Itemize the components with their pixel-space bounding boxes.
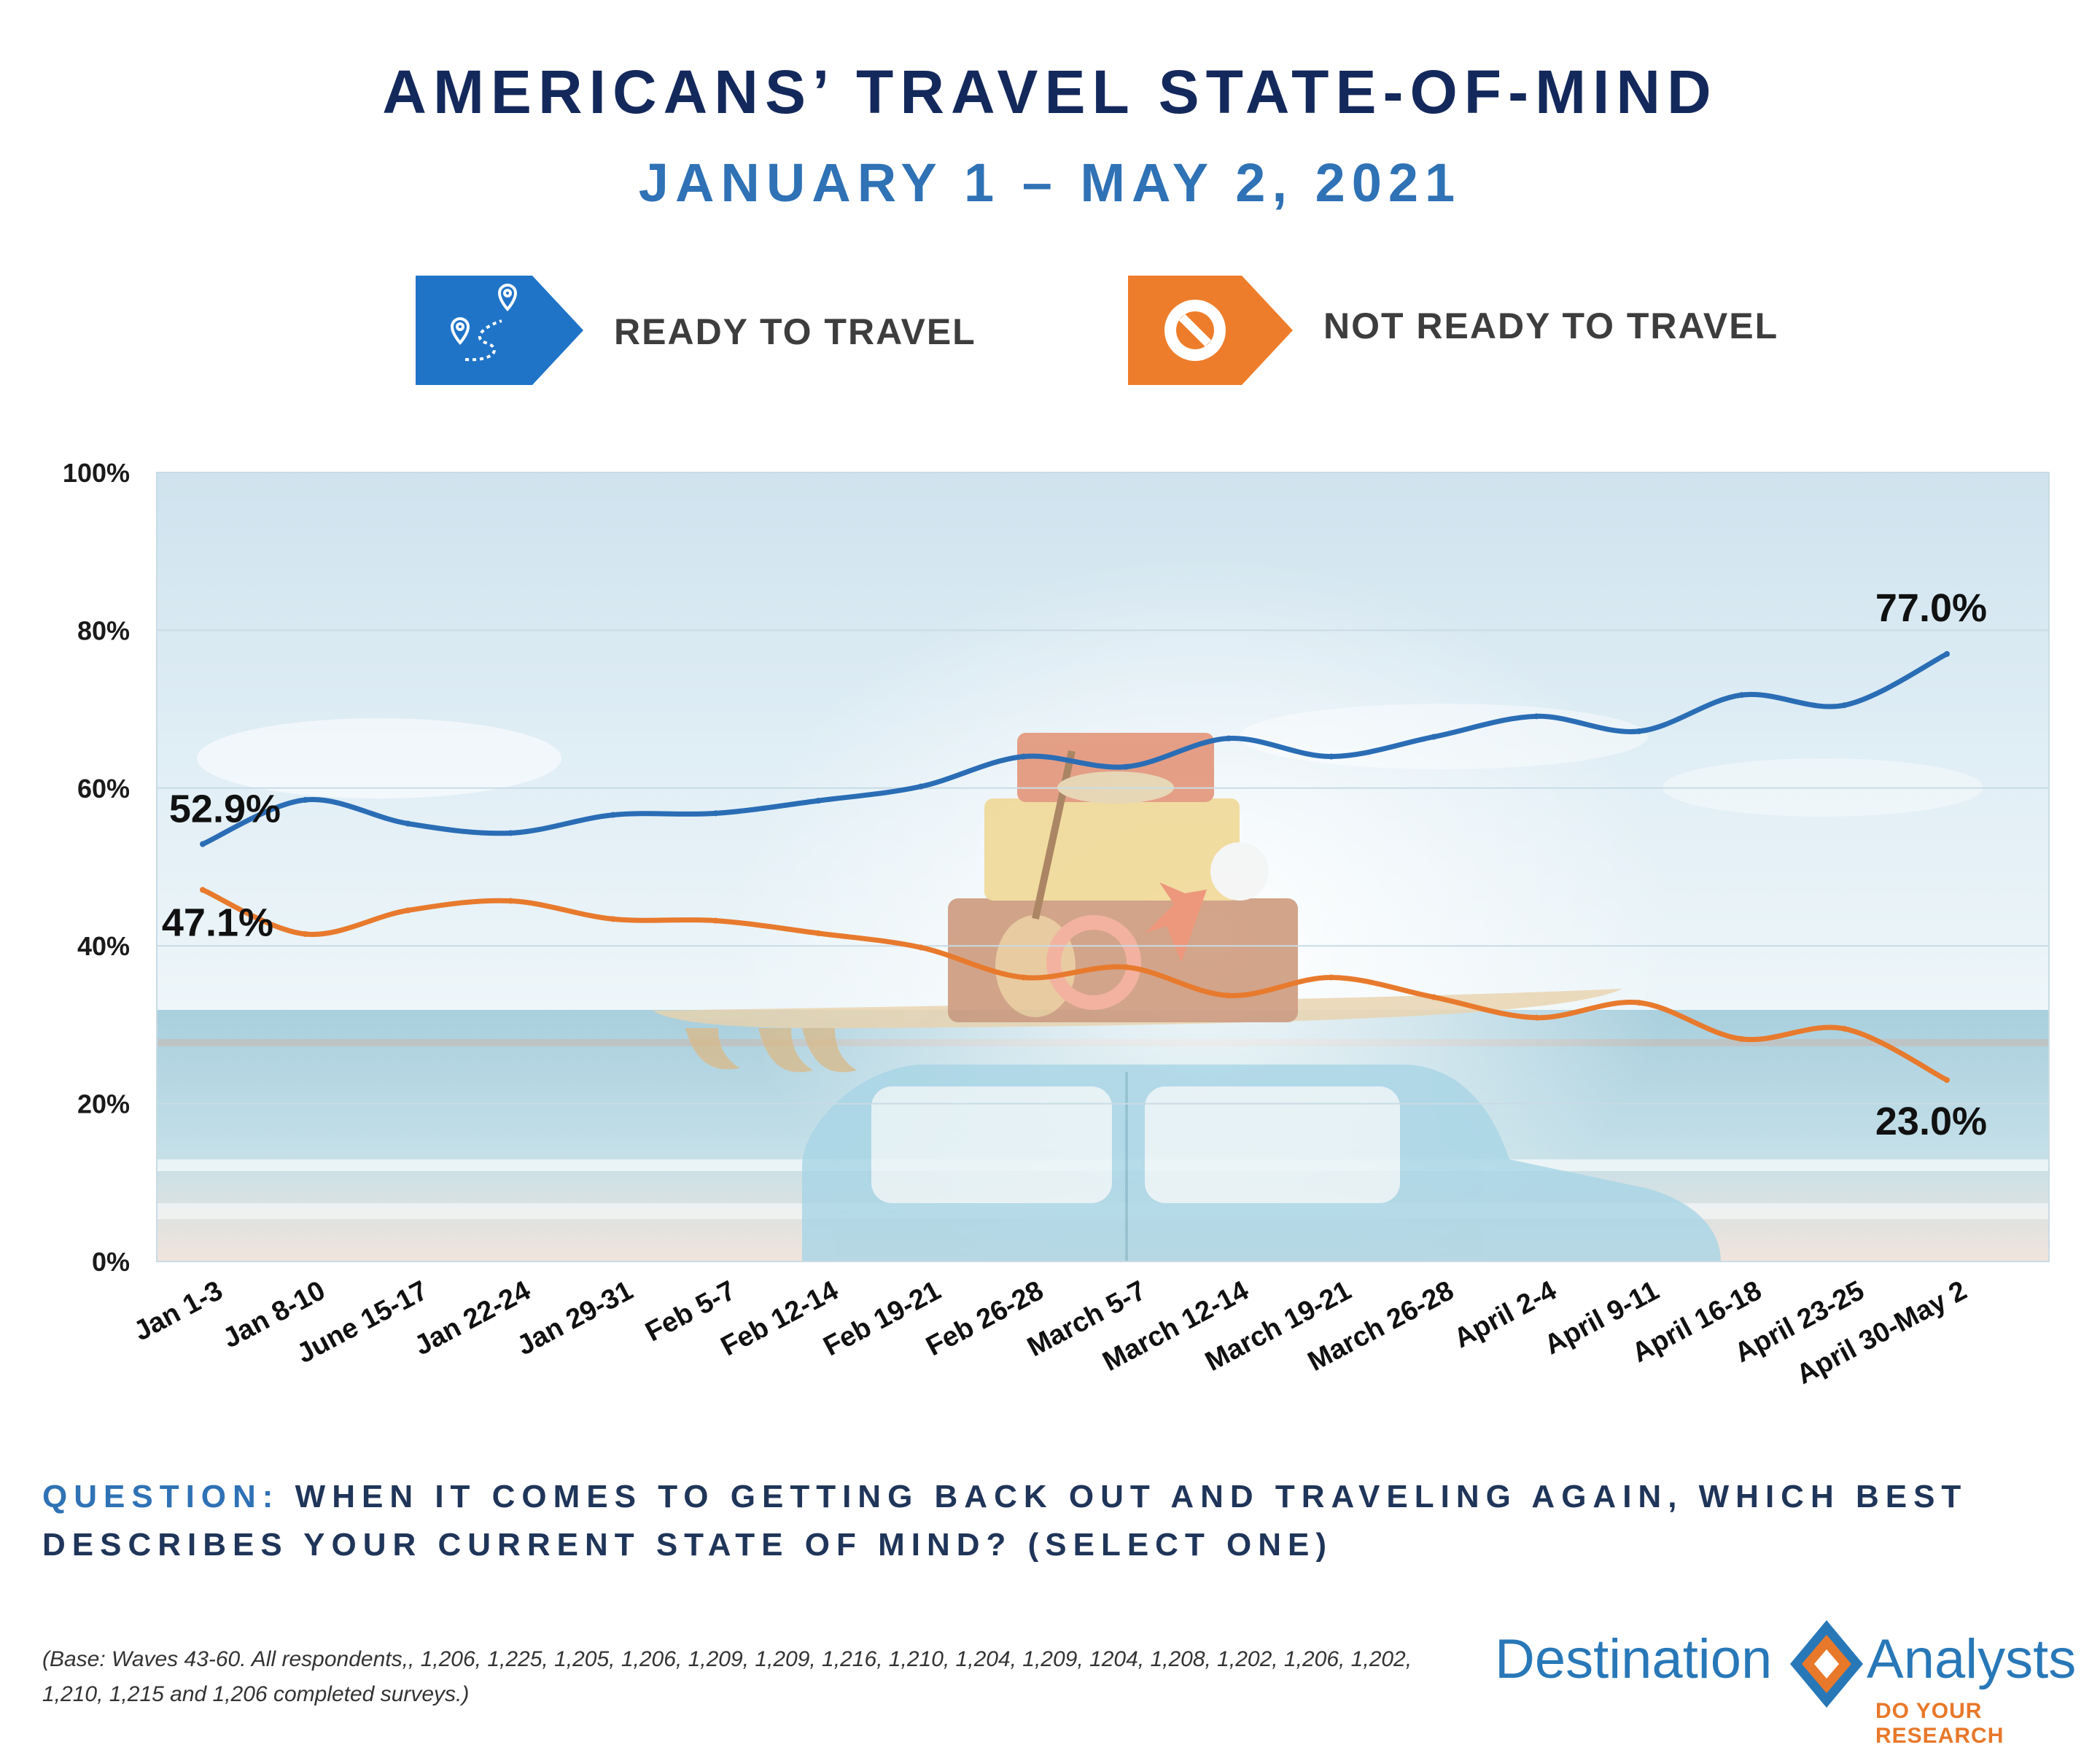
not-ready-to-travel-point (917, 944, 924, 951)
ready-to-travel-point (1738, 692, 1745, 699)
x-tick-label: Feb 19-21 (819, 1275, 946, 1362)
ready-to-travel-line (200, 651, 1950, 847)
gridlines (156, 472, 2050, 1262)
not-ready-to-travel-line (200, 887, 1950, 1083)
ready-to-travel-point (1944, 650, 1950, 657)
not-ready-to-travel-point (1123, 964, 1129, 971)
x-tick-label: Jan 22-24 (410, 1275, 536, 1361)
not-ready-to-travel-point (1020, 974, 1027, 981)
not-ready-to-travel-point (1431, 994, 1437, 1000)
not-ready-to-travel-point (200, 887, 206, 893)
logo-tagline: DO YOUR RESEARCH (1875, 1699, 2004, 1748)
question-text: WHEN IT COMES TO GETTING BACK OUT AND TR… (42, 1479, 1968, 1563)
ready-to-travel-point (508, 830, 514, 836)
legend-not-ready-label: NOT READY TO TRAVEL (1323, 306, 1779, 346)
map-route-icon (450, 284, 518, 362)
not-ready-to-travel-point (405, 907, 411, 914)
legend-ready-badge (416, 276, 583, 385)
not-ready-to-travel-point (712, 917, 719, 924)
ready-to-travel-point (1533, 713, 1540, 720)
not-ready-to-travel-point (302, 930, 308, 937)
data-label: 23.0% (1875, 1100, 1987, 1143)
ready-to-travel-point (610, 812, 616, 818)
not-ready-to-travel-point (610, 916, 616, 922)
question-prefix: QUESTION: (42, 1479, 280, 1514)
ready-to-travel-point (1841, 702, 1848, 709)
ready-to-travel-point (917, 783, 924, 790)
data-labels: 52.9% 47.1% 77.0% 23.0% (162, 586, 1987, 1143)
ready-to-travel-point (712, 810, 719, 817)
logo-right-text: Analysts (1867, 1628, 2077, 1690)
data-label: 52.9% (169, 788, 281, 831)
x-tick-label: Feb 12-14 (716, 1275, 844, 1362)
not-ready-to-travel-point (508, 898, 514, 904)
not-ready-to-travel-point (1738, 1035, 1745, 1042)
plot-border (156, 472, 2050, 1262)
survey-question: QUESTION: WHEN IT COMES TO GETTING BACK … (42, 1473, 2069, 1569)
ready-to-travel-point (1328, 753, 1334, 760)
ready-to-travel-point (405, 820, 411, 827)
y-tick-label: 0% (92, 1247, 130, 1277)
not-ready-to-travel-point (815, 930, 822, 936)
y-tick-label: 40% (77, 931, 130, 961)
not-ready-to-travel-point (1636, 1000, 1642, 1006)
ready-to-travel-point (302, 797, 308, 804)
y-tick-label: 20% (77, 1089, 130, 1119)
not-ready-to-travel-point (1533, 1014, 1540, 1021)
prohibited-icon (1164, 300, 1226, 361)
not-ready-to-travel-point (1328, 974, 1334, 981)
x-tick-label: Jan 1-3 (129, 1275, 228, 1348)
ready-to-travel-point (1123, 763, 1129, 770)
x-tick-label: Jan 29-31 (512, 1275, 638, 1361)
y-tick-label: 80% (77, 615, 130, 645)
y-tick-label: 100% (63, 458, 130, 488)
not-ready-to-travel-point (1226, 992, 1232, 999)
logo-diamond-icon (1790, 1620, 1863, 1708)
series-ready (200, 650, 1950, 847)
ready-to-travel-point (1226, 735, 1232, 742)
chart-title: AMERICANS’ TRAVEL STATE-OF-MIND (382, 58, 1718, 126)
y-axis: 0% 20% 40% 60% 80% 100% (63, 458, 130, 1277)
y-tick-label: 60% (77, 774, 130, 804)
footnote: (Base: Waves 43-60. All respondents,, 1,… (42, 1647, 1412, 1706)
ready-to-travel-point (1431, 734, 1437, 740)
ready-to-travel-point (200, 841, 206, 847)
legend-not-ready-badge (1128, 276, 1293, 385)
not-ready-to-travel-point (1944, 1077, 1950, 1084)
destination-analysts-logo: Destination Analysts DO YOUR RESEARCH (1495, 1620, 2078, 1748)
ready-to-travel-point (1020, 753, 1027, 760)
car-illustration (653, 733, 1721, 1261)
logo-left-text: Destination (1495, 1628, 1773, 1690)
ready-to-travel-point (1636, 728, 1642, 734)
data-label: 47.1% (162, 901, 273, 944)
ready-to-travel-point (815, 798, 822, 804)
not-ready-to-travel-point (1841, 1025, 1848, 1032)
x-tick-label: April 30-May 2 (1792, 1275, 1972, 1391)
chart-subtitle: JANUARY 1 – MAY 2, 2021 (638, 152, 1462, 213)
series-not-ready (200, 887, 1950, 1084)
data-label: 77.0% (1875, 586, 1987, 630)
legend-ready-label: READY TO TRAVEL (614, 311, 976, 352)
